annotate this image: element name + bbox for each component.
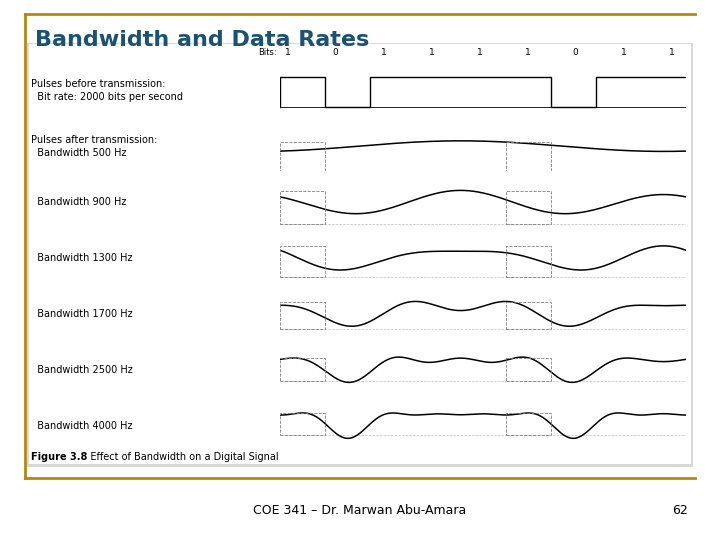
Text: Pulses before transmission:
  Bit rate: 2000 bits per second: Pulses before transmission: Bit rate: 20… xyxy=(31,79,183,102)
Bar xyxy=(505,414,551,435)
Bar xyxy=(280,191,325,225)
Text: Bits:: Bits: xyxy=(258,48,276,57)
Text: 0: 0 xyxy=(572,48,578,57)
Text: 1: 1 xyxy=(669,48,675,57)
Bar xyxy=(505,142,551,200)
Text: COE 341 – Dr. Marwan Abu-Amara: COE 341 – Dr. Marwan Abu-Amara xyxy=(253,504,467,517)
Text: 1: 1 xyxy=(525,48,531,57)
Text: Bandwidth and Data Rates: Bandwidth and Data Rates xyxy=(35,30,369,50)
Bar xyxy=(505,357,551,381)
Bar xyxy=(280,414,325,435)
Bar xyxy=(280,246,325,277)
Text: Figure 3.8: Figure 3.8 xyxy=(31,451,87,462)
Text: 62: 62 xyxy=(672,504,688,517)
Text: 1: 1 xyxy=(284,48,290,57)
Text: Effect of Bandwidth on a Digital Signal: Effect of Bandwidth on a Digital Signal xyxy=(81,451,279,462)
Text: Bandwidth 1700 Hz: Bandwidth 1700 Hz xyxy=(31,309,132,319)
Bar xyxy=(280,302,325,329)
Text: 1: 1 xyxy=(621,48,626,57)
Text: 1: 1 xyxy=(428,48,434,57)
Text: Bandwidth 900 Hz: Bandwidth 900 Hz xyxy=(31,197,126,207)
Text: 1: 1 xyxy=(381,48,387,57)
Text: Bandwidth 4000 Hz: Bandwidth 4000 Hz xyxy=(31,421,132,430)
Text: 1: 1 xyxy=(477,48,482,57)
Text: Bandwidth 1300 Hz: Bandwidth 1300 Hz xyxy=(31,253,132,263)
Text: Pulses after transmission:
  Bandwidth 500 Hz: Pulses after transmission: Bandwidth 500… xyxy=(31,134,158,158)
Bar xyxy=(505,191,551,225)
Bar xyxy=(505,246,551,277)
Text: 0: 0 xyxy=(333,48,338,57)
Bar xyxy=(505,302,551,329)
Bar xyxy=(280,357,325,381)
Text: Bandwidth 2500 Hz: Bandwidth 2500 Hz xyxy=(31,364,132,375)
Bar xyxy=(280,142,325,200)
